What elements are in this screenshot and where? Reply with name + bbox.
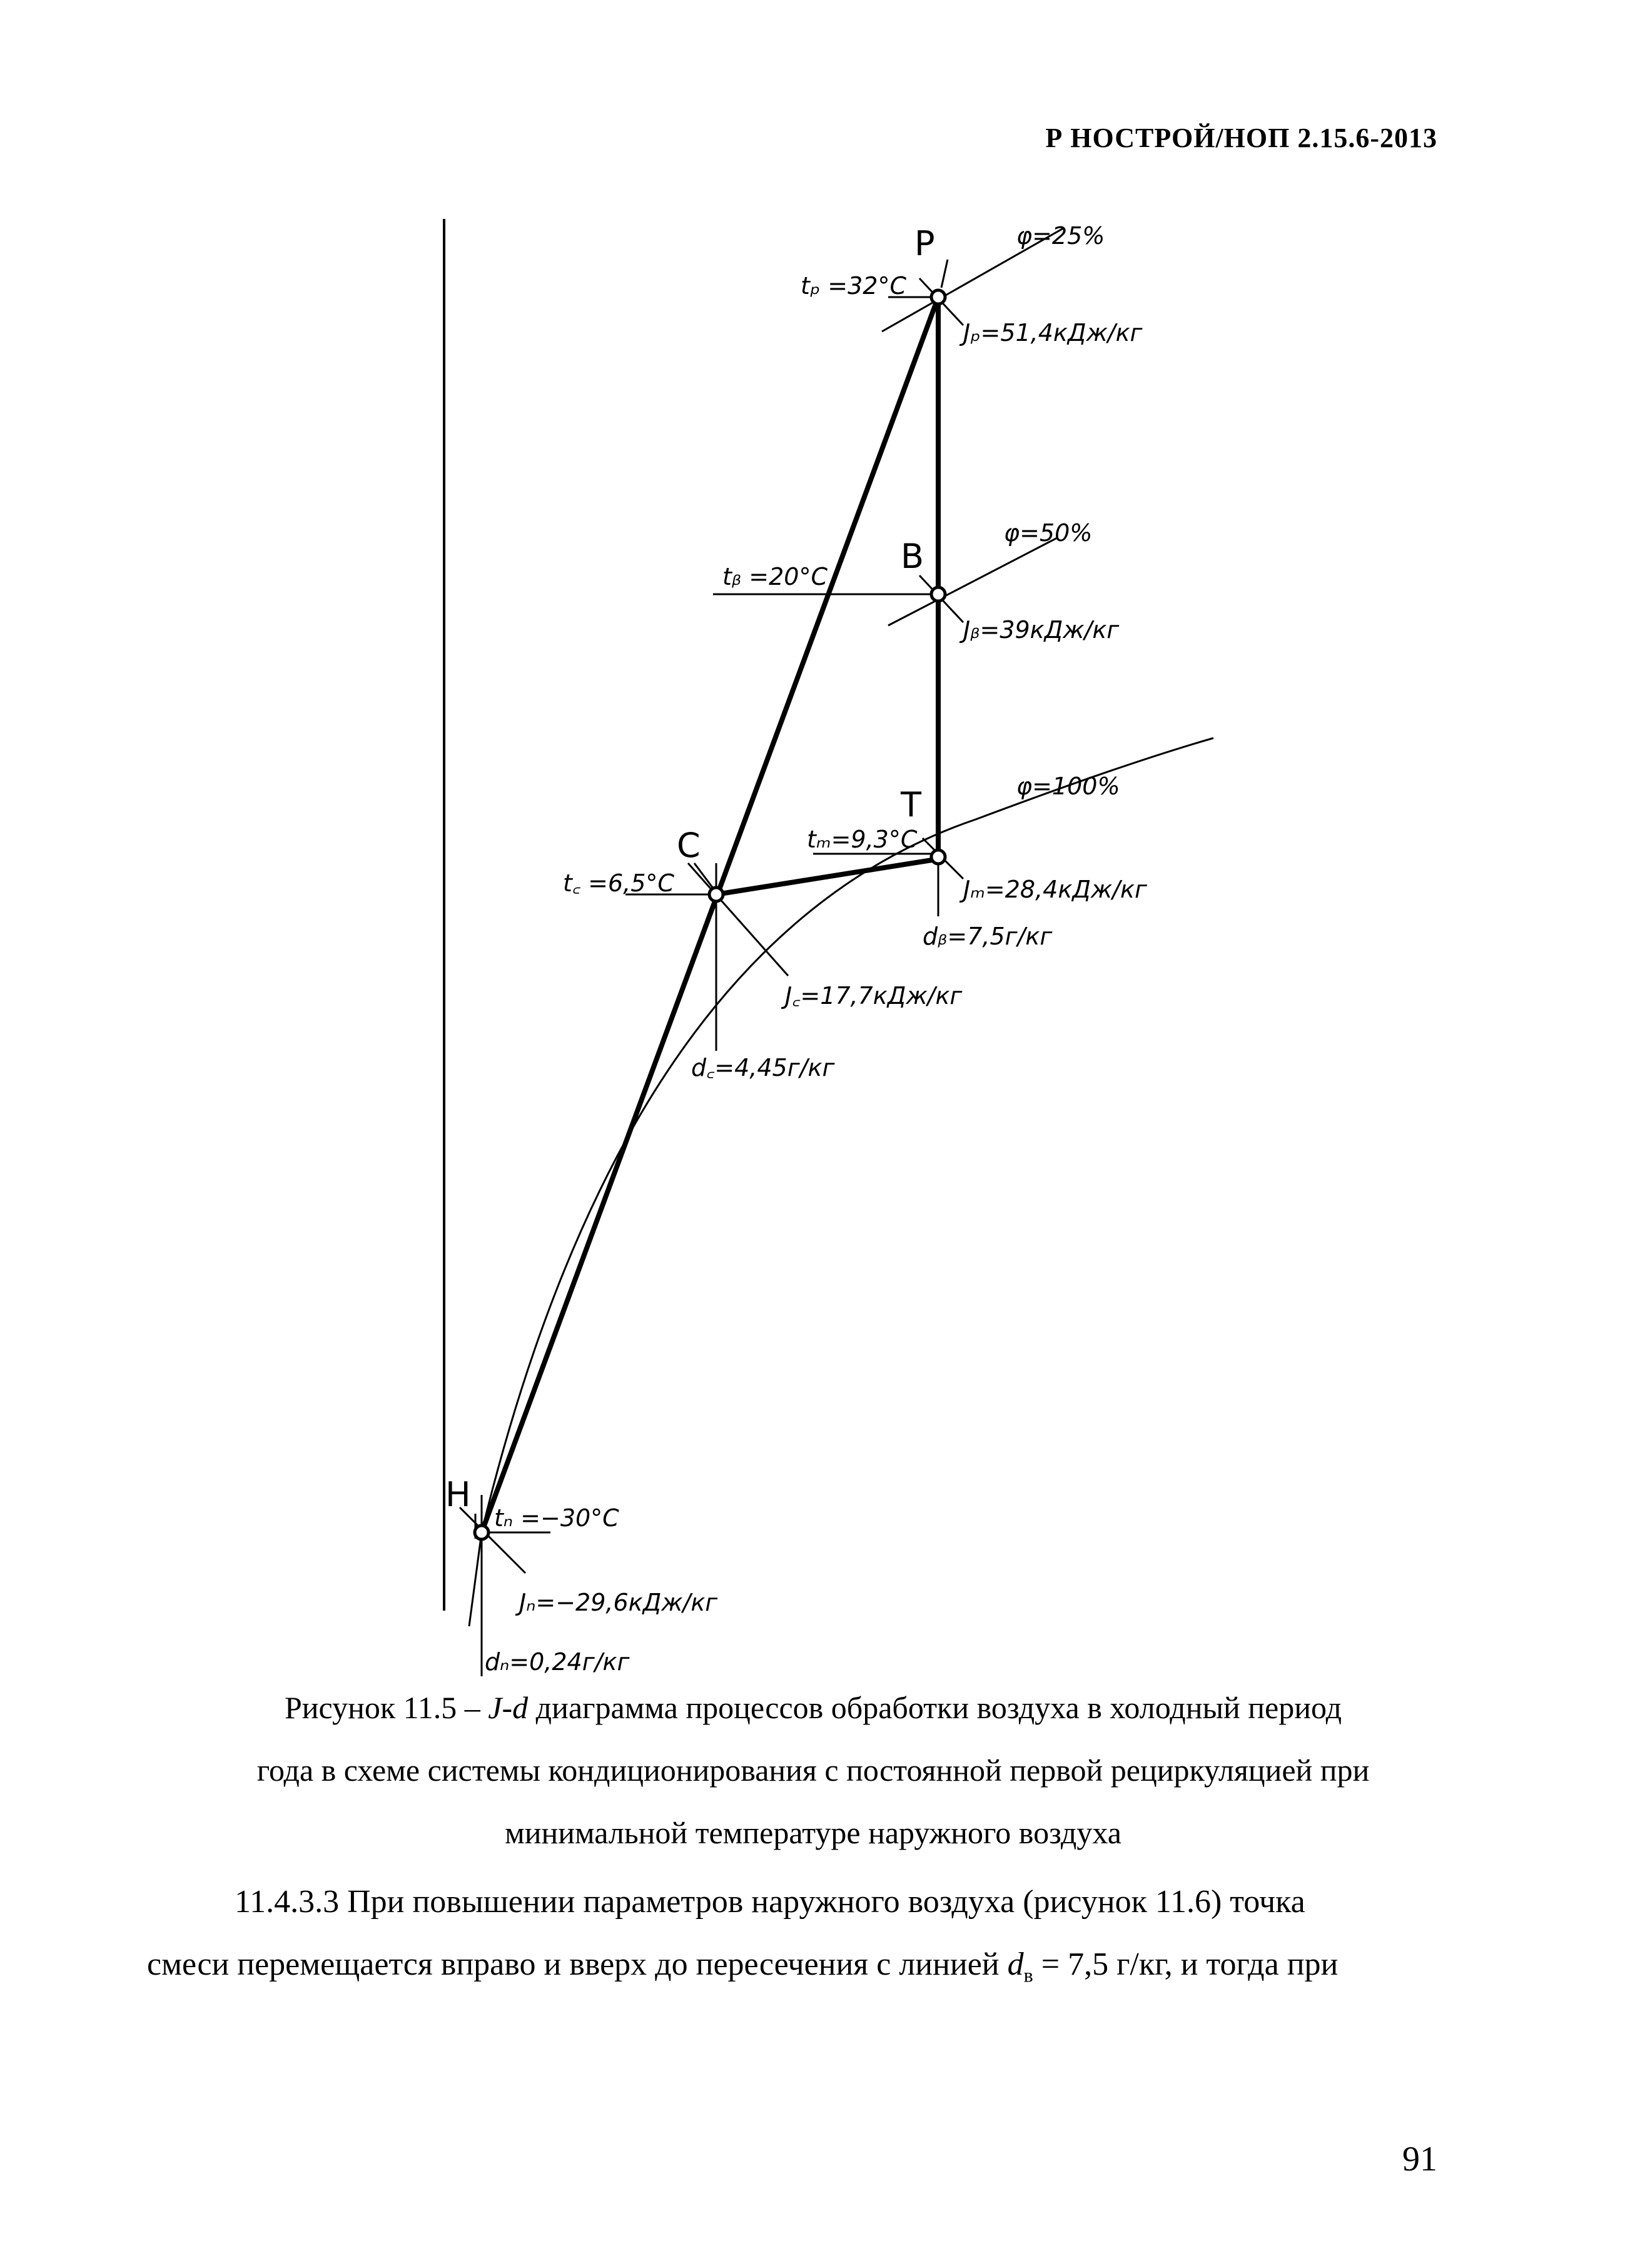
paragraph-line-1: 11.4.3.3 При повышении параметров наружн… xyxy=(235,1884,1305,1920)
phi-25-line xyxy=(881,227,1064,333)
p-temperature-label: tₚ =32°C xyxy=(801,272,906,300)
t-enthalpy-label: Jₘ=28,4кДж/кг xyxy=(959,876,1148,903)
figure-caption-line-1: Рисунок 11.5 – J-d диаграмма процессов о… xyxy=(284,1690,1342,1725)
point-h-letter: H xyxy=(445,1475,471,1514)
process-line-c-t xyxy=(716,858,933,897)
figure-caption-line-2: года в схеме системы кондиционирования с… xyxy=(256,1753,1370,1788)
point-p-marker xyxy=(929,288,947,306)
c-enthalpy-label: J꜀=17,7кДж/кг xyxy=(781,982,963,1010)
page-number: 91 xyxy=(1402,2140,1437,2179)
document-code-header: Р НОСТРОЙ/НОП 2.15.6-2013 xyxy=(1045,123,1437,153)
jd-diagram: P B T C H φ=25% φ=50% φ=100% tₚ =32°C Jₚ… xyxy=(443,219,1214,1676)
point-c-marker xyxy=(707,886,725,903)
h-temperature-label: tₙ =−30°C xyxy=(494,1504,619,1532)
phi-50-line xyxy=(888,537,1058,627)
h-enthalpy-label: Jₙ=−29,6кДж/кг xyxy=(515,1589,718,1616)
figure-caption-line-3: минимальной температуре наружного воздух… xyxy=(505,1815,1121,1850)
tick-p xyxy=(940,259,949,288)
point-b-marker xyxy=(929,585,947,603)
phi-100-label: φ=100% xyxy=(1016,772,1120,800)
enthalpy-line-h xyxy=(458,1506,527,1574)
phi-100-curve xyxy=(480,737,1214,1533)
phi-50-label: φ=50% xyxy=(1004,519,1092,547)
point-t-letter: T xyxy=(900,785,922,824)
phi-25-label: φ=25% xyxy=(1016,222,1105,250)
point-p-letter: P xyxy=(914,224,935,263)
t-moisture-label: dᵦ=7,5г/кг xyxy=(923,923,1053,950)
enthalpy-line-c xyxy=(687,863,789,976)
p-enthalpy-label: Jₚ=51,4кДж/кг xyxy=(959,319,1143,347)
c-moisture-label: d꜀=4,45г/кг xyxy=(691,1054,835,1081)
b-temperature-label: tᵦ =20°C xyxy=(722,563,828,590)
process-line-h-p xyxy=(479,296,941,1534)
t-temperature-label: tₘ=9,3°C xyxy=(807,826,918,853)
tick-h-b xyxy=(468,1532,483,1627)
paragraph-line-2: смеси перемещается вправо и вверх до пер… xyxy=(147,1947,1339,1987)
point-c-letter: C xyxy=(677,826,701,865)
b-enthalpy-label: Jᵦ=39кДж/кг xyxy=(959,616,1120,644)
point-h-marker xyxy=(473,1524,490,1541)
point-t-marker xyxy=(929,848,947,866)
h-moisture-label: dₙ=0,24г/кг xyxy=(485,1648,630,1676)
c-temperature-label: t꜀ =6,5°C xyxy=(563,869,674,897)
tick-c xyxy=(693,863,714,889)
point-b-letter: B xyxy=(901,537,924,576)
